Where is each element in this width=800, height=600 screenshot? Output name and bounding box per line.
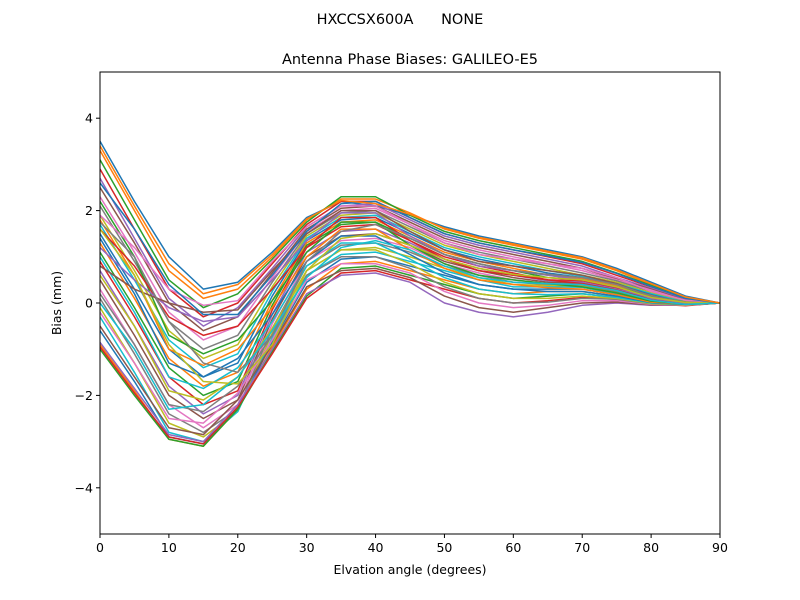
series-line-15 bbox=[100, 228, 720, 415]
figure-suptitle: HXCCSX600A NONE bbox=[317, 12, 484, 28]
series-line-36 bbox=[100, 209, 720, 313]
series-line-29 bbox=[100, 249, 720, 401]
x-axis: 0 10 20 30 40 50 60 70 80 90 bbox=[96, 534, 728, 555]
series-line-42 bbox=[100, 145, 720, 304]
y-tick-label: −2 bbox=[75, 388, 93, 403]
series-line-6 bbox=[100, 187, 720, 332]
series-line-9 bbox=[100, 212, 720, 360]
series-line-41 bbox=[100, 182, 720, 316]
series-line-40 bbox=[100, 239, 720, 411]
x-tick-label: 30 bbox=[299, 540, 315, 555]
series-line-37 bbox=[100, 205, 720, 307]
series-line-26 bbox=[100, 267, 720, 436]
y-tick-label: 2 bbox=[85, 203, 93, 218]
series-line-2 bbox=[100, 150, 720, 304]
y-axis-label: Bias (mm) bbox=[49, 271, 64, 335]
x-tick-label: 50 bbox=[436, 540, 452, 555]
series-line-25 bbox=[100, 272, 720, 443]
x-tick-label: 70 bbox=[574, 540, 590, 555]
x-tick-label: 10 bbox=[161, 540, 177, 555]
series-line-8 bbox=[100, 205, 720, 350]
y-tick-label: −4 bbox=[75, 480, 93, 495]
x-tick-label: 60 bbox=[505, 540, 521, 555]
series-line-31 bbox=[100, 235, 720, 378]
x-tick-label: 80 bbox=[643, 540, 659, 555]
y-tick-label: 4 bbox=[85, 111, 93, 126]
x-tick-label: 0 bbox=[96, 540, 104, 555]
chart-title: Antenna Phase Biases: GALILEO-E5 bbox=[282, 52, 538, 68]
x-axis-label: Elvation angle (degrees) bbox=[333, 562, 486, 577]
series-line-18 bbox=[100, 242, 720, 434]
series-line-39 bbox=[100, 228, 720, 385]
x-tick-label: 40 bbox=[368, 540, 384, 555]
series-layer bbox=[100, 140, 720, 447]
y-tick-label: 0 bbox=[85, 296, 93, 311]
series-line-27 bbox=[100, 262, 720, 424]
x-tick-label: 90 bbox=[712, 540, 728, 555]
x-tick-label: 20 bbox=[230, 540, 246, 555]
series-line-30 bbox=[100, 242, 720, 390]
series-line-38 bbox=[100, 221, 720, 374]
series-line-28 bbox=[100, 256, 720, 413]
y-axis: −4 −2 0 2 4 bbox=[75, 111, 100, 495]
